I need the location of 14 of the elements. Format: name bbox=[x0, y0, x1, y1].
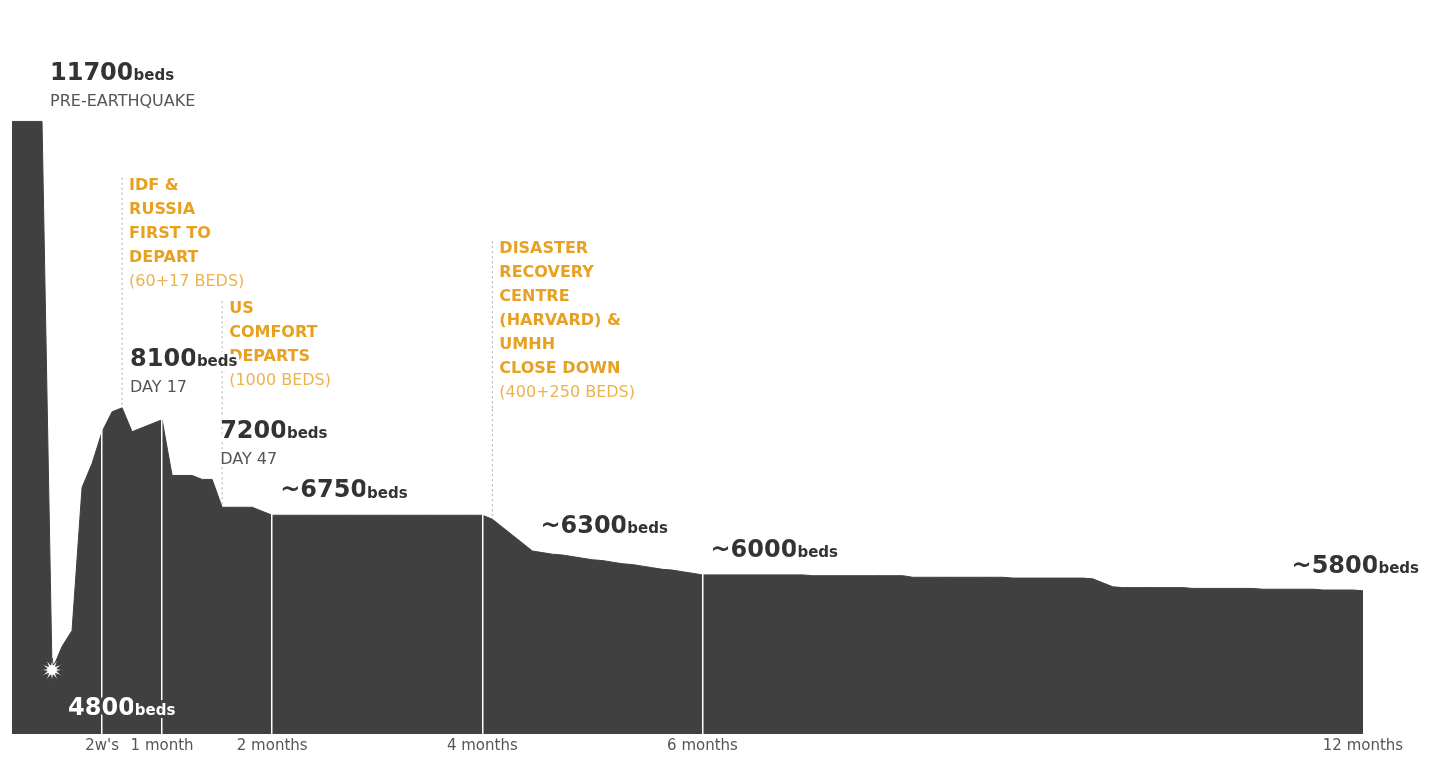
x-tick-label: 1 month bbox=[130, 735, 194, 754]
x-tick-label: 4 months bbox=[446, 735, 518, 754]
x-tick-label: 12 months bbox=[1322, 735, 1404, 754]
data-label: ~6000beds bbox=[710, 535, 839, 564]
data-label: ~6750beds bbox=[280, 475, 408, 504]
data-label: ~6300beds bbox=[540, 511, 668, 540]
annotation: DISASTER RECOVERY CENTRE (HARVARD) & UMHH CLOSE DOWN (400+250 BEDS) bbox=[499, 238, 635, 402]
data-label: ~5800beds bbox=[1291, 551, 1420, 580]
x-tick-label: 6 months bbox=[667, 735, 739, 754]
annotation: IDF & RUSSIA FIRST TO DEPART (60+17 BEDS) bbox=[129, 174, 245, 290]
x-tick-label: 2w's bbox=[85, 735, 120, 754]
data-label: 11700beds PRE-EARTHQUAKE bbox=[50, 57, 196, 110]
x-tick-label: 2 months bbox=[236, 735, 308, 754]
data-label: 7200beds DAY 47 bbox=[220, 415, 328, 468]
